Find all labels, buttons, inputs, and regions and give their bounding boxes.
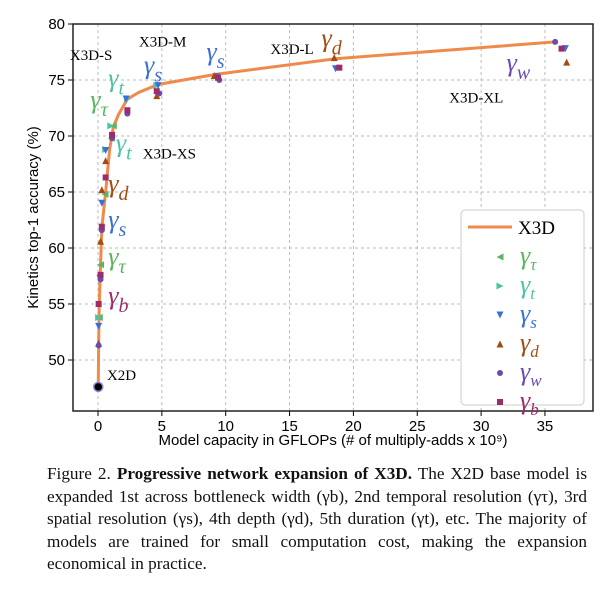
- marker-s: [102, 147, 110, 155]
- y-tick-label: 75: [48, 72, 65, 89]
- model-label: X3D-S: [70, 48, 113, 64]
- x-axis-label: Model capacity in GFLOPs (# of multiply-…: [158, 432, 507, 449]
- y-axis-label: Kinetics top-1 accuracy (%): [25, 126, 42, 309]
- marker-d: [97, 237, 105, 245]
- marker-b: [98, 223, 105, 230]
- x-tick-label: 15: [281, 418, 298, 435]
- legend: [460, 209, 585, 406]
- marker-d: [98, 186, 106, 194]
- marker-b: [215, 74, 222, 81]
- legend-marker-b: [497, 399, 503, 405]
- caption-title: Progressive network expansion of X3D.: [116, 464, 413, 483]
- marker-d: [102, 157, 110, 165]
- gamma-label: γw: [507, 48, 531, 84]
- marker-b: [95, 301, 102, 307]
- marker-w: [95, 342, 102, 349]
- gamma-label: γs: [108, 205, 126, 241]
- model-label: X3D-XL: [449, 90, 503, 106]
- marker-s: [122, 95, 130, 103]
- x-tick-label: 25: [409, 418, 426, 435]
- marker-b: [97, 271, 104, 278]
- legend-marker-τ: [496, 253, 504, 261]
- model-label: X3D-M: [139, 34, 187, 50]
- marker-d: [330, 54, 338, 62]
- caption-label: Figure 2.: [47, 464, 111, 483]
- y-tick-label: 70: [48, 128, 65, 145]
- marker-t: [95, 313, 103, 321]
- x2d-point: [93, 381, 104, 393]
- gamma-label: γd: [108, 169, 129, 205]
- y-tick-label: 80: [48, 16, 65, 33]
- gamma-label: γs: [144, 50, 162, 86]
- gamma-label: γt: [116, 129, 132, 165]
- figure-caption: Figure 2. Progressive network expansion …: [47, 463, 587, 576]
- caption-body: model is expanded 1st across bottleneck …: [47, 464, 588, 573]
- model-label: X3D-XS: [143, 146, 196, 162]
- marker-s: [95, 322, 103, 330]
- x-tick-label: 30: [473, 418, 490, 435]
- x-tick-label: 10: [217, 418, 234, 435]
- marker-τ: [97, 261, 105, 269]
- x-tick-label: 0: [94, 418, 102, 435]
- y-tick-label: 50: [48, 352, 65, 369]
- legend-marker-t: [496, 282, 504, 290]
- marker-d: [153, 92, 161, 100]
- marker-b: [109, 131, 116, 138]
- gamma-label: γt: [108, 64, 124, 100]
- x-tick-label: 20: [345, 418, 362, 435]
- marker-b: [153, 88, 160, 95]
- legend-marker-d: [496, 340, 504, 348]
- chart: 0 5 10 15 20 25 30 35 50 55 60 65 70 75 80 Model capaci…: [25, 16, 594, 449]
- marker-s: [98, 199, 106, 207]
- gamma-label: γb: [108, 281, 128, 317]
- gamma-label: γs: [207, 37, 225, 73]
- y-tick-label: 60: [48, 240, 65, 257]
- gamma-label: γτ: [90, 85, 108, 121]
- y-tick-label: 55: [48, 296, 65, 313]
- model-label: X2D: [107, 368, 136, 384]
- marker-b: [124, 107, 131, 114]
- marker-b: [336, 64, 343, 71]
- marker-w: [552, 38, 559, 45]
- x-tick-label: 35: [537, 418, 554, 435]
- legend-marker-s: [496, 311, 504, 319]
- gamma-label: γd: [321, 23, 342, 59]
- marker-s: [154, 82, 162, 90]
- marker-τ: [101, 190, 109, 198]
- y-tick-label: 65: [48, 184, 65, 201]
- legend-marker-w: [497, 370, 503, 376]
- marker-d: [563, 58, 571, 66]
- marker-t: [107, 122, 115, 130]
- marker-b: [558, 45, 565, 52]
- model-label: X3D-L: [270, 42, 313, 58]
- marker-b: [102, 174, 109, 181]
- gamma-label: γτ: [108, 242, 126, 278]
- legend-label-x3d: X3D: [518, 218, 555, 239]
- caption-line1: The X2D base: [412, 464, 521, 483]
- plot-frame: [72, 23, 594, 412]
- x-tick-label: 5: [158, 418, 166, 435]
